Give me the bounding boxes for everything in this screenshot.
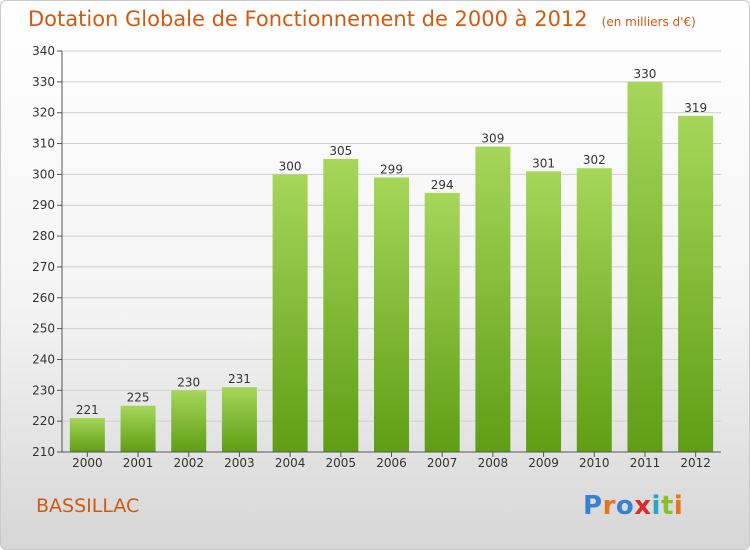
bar-value-label: 294 [431, 178, 454, 192]
y-tick-label: 250 [32, 322, 55, 336]
chart-title: Dotation Globale de Fonctionnement de 20… [28, 7, 696, 31]
x-tick-label: 2004 [275, 456, 306, 470]
x-tick-label: 2006 [376, 456, 407, 470]
bar-2004 [272, 174, 308, 452]
logo-letter: P [583, 491, 603, 521]
bar-2001 [120, 405, 156, 452]
y-tick-label: 290 [32, 198, 55, 212]
x-tick-label: 2009 [528, 456, 559, 470]
logo-letter: i [651, 491, 661, 521]
y-axis-ticks: 210 220 230 240 250 260 270 280 290 300 310 320 330 3… [32, 44, 62, 459]
bar-value-label: 225 [127, 391, 150, 405]
bar-2006 [374, 177, 409, 452]
bar-2005 [323, 158, 359, 452]
bar-2007 [424, 192, 460, 452]
bar-2002 [171, 390, 207, 452]
x-tick-label: 2002 [173, 456, 204, 470]
y-tick-label: 260 [32, 291, 55, 305]
y-tick-label: 220 [32, 414, 55, 428]
y-tick-label: 280 [32, 229, 55, 243]
bar-value-label: 230 [177, 375, 200, 389]
x-tick-label: 2010 [579, 456, 610, 470]
x-tick-label: 2007 [427, 456, 458, 470]
x-tick-label: 2000 [72, 456, 103, 470]
x-tick-label: 2003 [224, 456, 255, 470]
y-tick-label: 340 [32, 44, 55, 58]
logo-letter: x [634, 491, 652, 521]
bar-value-label: 305 [329, 144, 352, 158]
bar-2012 [678, 115, 714, 453]
proxiti-logo[interactable]: Proxiti [583, 491, 683, 521]
chart-title-text: Dotation Globale de Fonctionnement de 20… [28, 7, 588, 31]
x-tick-label: 2011 [630, 456, 661, 470]
bars: 221 225 230 231 300 305 299 294 309 301 302 330 319 [69, 67, 714, 453]
logo-letter: i [673, 491, 684, 521]
bar-value-label: 302 [583, 153, 606, 167]
y-tick-label: 310 [32, 137, 55, 151]
y-tick-label: 300 [32, 167, 55, 181]
bar-value-label: 221 [76, 403, 99, 417]
logo-letter: r [602, 491, 616, 521]
chart-unit: (en milliers d'€) [601, 15, 696, 29]
bar-2010 [576, 168, 612, 452]
y-tick-label: 210 [32, 445, 55, 459]
bar-2000 [69, 418, 105, 452]
y-tick-label: 230 [32, 383, 55, 397]
bar-2011 [627, 81, 663, 452]
bar-value-label: 309 [481, 132, 504, 146]
city-name: BASSILLAC [36, 495, 140, 517]
bar-value-label: 299 [380, 162, 403, 176]
y-tick-label: 240 [32, 352, 55, 366]
x-tick-label: 2008 [478, 456, 509, 470]
bar-2009 [526, 171, 562, 453]
x-tick-label: 2001 [123, 456, 154, 470]
y-tick-label: 330 [32, 75, 55, 89]
bar-value-label: 330 [634, 67, 657, 81]
bar-value-label: 301 [532, 156, 555, 170]
x-tick-label: 2005 [326, 456, 357, 470]
bar-value-label: 319 [684, 101, 707, 115]
bar-value-label: 300 [279, 159, 302, 173]
logo-letter: o [615, 491, 635, 521]
x-axis-ticks: 2000 2001 2002 2003 2004 2005 2006 2007 2008 2009… [72, 452, 711, 470]
bar-2008 [475, 146, 511, 452]
logo-letter: t [660, 491, 674, 521]
bar-value-label: 231 [228, 372, 251, 386]
y-tick-label: 270 [32, 260, 55, 274]
bar-2003 [221, 387, 257, 452]
y-tick-label: 320 [32, 106, 55, 120]
x-tick-label: 2012 [680, 456, 711, 470]
